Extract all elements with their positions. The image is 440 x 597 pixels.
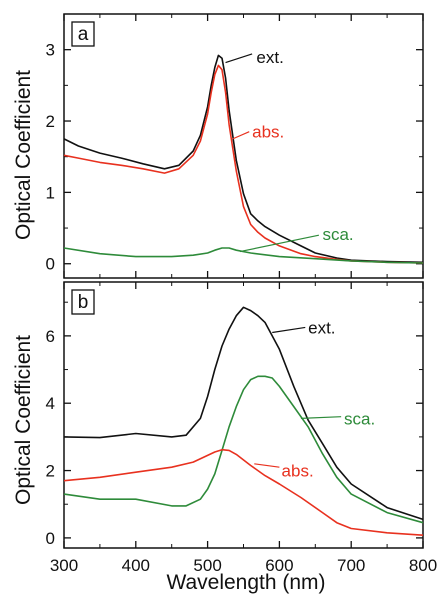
series-label-abs-b: abs.: [282, 462, 314, 481]
y-tick-label: 6: [46, 327, 55, 346]
series-label-sca-a: sca.: [322, 225, 353, 244]
x-tick-label: 800: [409, 556, 437, 575]
y-tick-label: 3: [46, 41, 55, 60]
x-tick-label: 400: [122, 556, 150, 575]
panel-label-a: a: [78, 24, 89, 45]
label-pointer-abs-b: [254, 463, 280, 468]
x-tick-label: 500: [193, 556, 221, 575]
y-tick-label: 2: [46, 462, 55, 481]
label-pointer-ext-b: [272, 326, 306, 334]
label-pointer-ext-a: [225, 53, 253, 64]
series-line-sca-a: [63, 247, 424, 264]
x-axis-title: Wavelength (nm): [166, 571, 325, 594]
x-tick-label: 300: [50, 556, 78, 575]
y-tick-label: 4: [46, 394, 55, 413]
series-label-sca-b: sca.: [344, 409, 375, 428]
panel-label-box-b: [71, 289, 95, 315]
x-tick-label: 700: [337, 556, 365, 575]
panel-a-chart: 0 1 2 3 ext. abs. sca. a: [46, 13, 424, 279]
series-line-ext-a: [63, 54, 424, 264]
series-label-ext-a: ext.: [256, 48, 283, 67]
x-tick-label: 600: [265, 556, 293, 575]
y-tick-label: 0: [46, 529, 55, 548]
series-line-abs-a: [63, 64, 424, 264]
y-axis-title-a: Optical Coefficient: [12, 70, 35, 240]
plot-frame-a: [63, 13, 424, 279]
series-line-ext-b: [63, 306, 424, 521]
y-tick-label: 0: [46, 255, 55, 274]
series-label-ext-b: ext.: [308, 318, 335, 337]
y-tick-label: 2: [46, 112, 55, 131]
label-pointer-sca-b: [300, 416, 342, 419]
label-pointer-sca-a: [239, 234, 320, 253]
panel-label-b: b: [78, 292, 89, 313]
panel-b-chart: 300 400 500 600 700 800 0 2 4 6 ext. sca. abs. b: [46, 281, 437, 575]
series-line-sca-b: [63, 375, 424, 524]
label-pointer-abs-a: [232, 131, 250, 140]
y-axis-title-b: Optical Coefficient: [12, 335, 35, 505]
y-tick-label: 1: [46, 183, 55, 202]
series-line-abs-b: [63, 448, 424, 536]
panel-label-box-a: [71, 21, 95, 47]
series-label-abs-a: abs.: [252, 123, 284, 142]
